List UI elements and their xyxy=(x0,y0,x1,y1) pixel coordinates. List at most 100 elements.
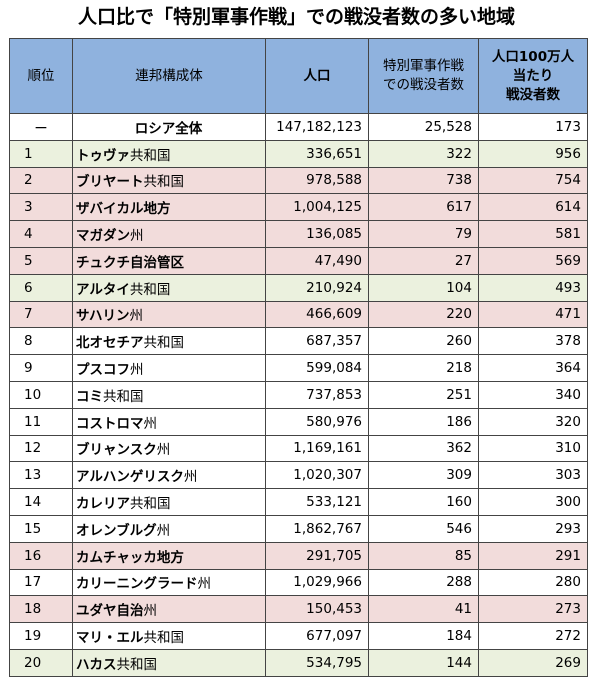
per-million-cell: 754 xyxy=(478,166,588,195)
rank-cell: 14 xyxy=(9,488,73,516)
population-cell: 978,588 xyxy=(265,166,369,195)
subject-name-cell: マリ・エル共和国 xyxy=(72,622,266,650)
table-row: 7 サハリン州 466,609 220 471 xyxy=(9,300,588,329)
per-million-cell: 614 xyxy=(478,193,588,222)
subject-type-suffix: 州 xyxy=(156,442,171,459)
rank-cell: 12 xyxy=(9,434,73,463)
subject-name-cell: ロシア全体 xyxy=(72,113,266,141)
rank-cell: 6 xyxy=(9,273,73,302)
subject-type-suffix: 州 xyxy=(129,308,143,325)
table-row: 18 ユダヤ自治州 150,453 41 273 xyxy=(9,595,588,624)
table-row: 5 チュクチ自治管区 47,490 27 569 xyxy=(9,246,588,275)
population-cell: 1,169,161 xyxy=(265,434,369,463)
subject-name: サハリン xyxy=(76,308,130,325)
deaths-cell: 738 xyxy=(368,166,479,195)
subject-name: ブリヤート xyxy=(76,174,144,191)
subject-name: アルタイ xyxy=(76,281,130,298)
population-cell: 147,182,123 xyxy=(265,113,369,141)
header-rank: 順位 xyxy=(9,38,73,114)
subject-name: 北オセチア xyxy=(76,335,144,352)
deaths-cell: 251 xyxy=(368,380,479,409)
table-row: 13 アルハンゲリスク州 1,020,307 309 303 xyxy=(9,461,588,490)
subject-name: オレンブルグ xyxy=(76,522,157,539)
population-cell: 1,020,307 xyxy=(265,461,369,490)
deaths-cell: 41 xyxy=(368,595,479,624)
subject-name: マガダン xyxy=(76,228,130,245)
per-million-cell: 291 xyxy=(478,541,588,570)
population-cell: 580,976 xyxy=(265,407,369,436)
table-header-row: 順位 連邦構成体 人口 特別軍事作戦 での戦没者数 人口100万人 当たり 戦没… xyxy=(9,38,588,114)
population-cell: 1,004,125 xyxy=(265,193,369,222)
header-per-million: 人口100万人 当たり 戦没者数 xyxy=(478,38,588,114)
deaths-cell: 322 xyxy=(368,139,479,168)
header-deaths-line-1: 特別軍事作戦 xyxy=(383,58,464,74)
subject-type-suffix: 州 xyxy=(143,415,158,432)
population-cell: 291,705 xyxy=(265,541,369,570)
subject-name-cell: アルハンゲリスク州 xyxy=(72,461,266,490)
population-cell: 687,357 xyxy=(265,327,369,356)
subject-name-cell: ブリヤート共和国 xyxy=(72,166,266,195)
deaths-cell: 104 xyxy=(368,273,479,302)
table-row: 12 ブリャンスク州 1,169,161 362 310 xyxy=(9,434,588,463)
population-cell: 136,085 xyxy=(265,220,369,248)
per-million-cell: 272 xyxy=(478,622,588,650)
rank-cell: 8 xyxy=(9,327,73,356)
subject-name-cell: カレリア共和国 xyxy=(72,488,266,516)
per-million-cell: 364 xyxy=(478,354,588,382)
per-million-cell: 493 xyxy=(478,273,588,302)
per-million-cell: 310 xyxy=(478,434,588,463)
deaths-cell: 27 xyxy=(368,246,479,275)
deaths-cell: 79 xyxy=(368,220,479,248)
subject-name-cell: マガダン州 xyxy=(72,220,266,248)
rank-cell: 18 xyxy=(9,595,73,624)
subject-name: ロシア全体 xyxy=(134,120,203,137)
subject-name-cell: コストロマ州 xyxy=(72,407,266,436)
rank-cell: 5 xyxy=(9,246,73,275)
subject-name-cell: 北オセチア共和国 xyxy=(72,327,266,356)
population-cell: 1,029,966 xyxy=(265,568,369,597)
population-cell: 534,795 xyxy=(265,648,369,677)
subject-name-cell: アルタイ共和国 xyxy=(72,273,266,302)
subject-name-cell: プスコフ州 xyxy=(72,354,266,382)
population-cell: 599,084 xyxy=(265,354,369,382)
table-row: 6 アルタイ共和国 210,924 104 493 xyxy=(9,273,588,302)
subject-name-cell: オレンブルグ州 xyxy=(72,514,266,543)
table-row: 16 カムチャッカ地方 291,705 85 291 xyxy=(9,541,588,570)
subject-type-suffix: 共和国 xyxy=(130,496,171,513)
deaths-cell: 288 xyxy=(368,568,479,597)
subject-name: アルハンゲリスク xyxy=(76,469,184,486)
subject-type-suffix: 共和国 xyxy=(116,656,158,673)
subject-name-cell: ブリャンスク州 xyxy=(72,434,266,463)
header-per-million-line-1: 人口100万人 xyxy=(491,48,575,65)
deaths-cell: 260 xyxy=(368,327,479,356)
rank-cell: ー xyxy=(9,113,73,141)
subject-name: ブリャンスク xyxy=(76,442,157,459)
population-cell: 210,924 xyxy=(265,273,369,302)
subject-name: カリーニングラード xyxy=(76,576,198,593)
subject-type-suffix: 共和国 xyxy=(143,630,185,647)
per-million-cell: 280 xyxy=(478,568,588,597)
table-row: 20 ハカス共和国 534,795 144 269 xyxy=(9,648,588,677)
subject-type-suffix: 州 xyxy=(156,522,171,539)
casualty-table: 順位 連邦構成体 人口 特別軍事作戦 での戦没者数 人口100万人 当たり 戦没… xyxy=(9,38,588,677)
table-row: 11 コストロマ州 580,976 186 320 xyxy=(9,407,588,436)
table-row: 19 マリ・エル共和国 677,097 184 272 xyxy=(9,622,588,650)
deaths-cell: 160 xyxy=(368,488,479,516)
subject-name-cell: ユダヤ自治州 xyxy=(72,595,266,624)
population-cell: 1,862,767 xyxy=(265,514,369,543)
subject-type-suffix: 州 xyxy=(130,362,144,379)
population-cell: 737,853 xyxy=(265,380,369,409)
per-million-cell: 273 xyxy=(478,595,588,624)
table-row: 9 プスコフ州 599,084 218 364 xyxy=(9,354,588,382)
deaths-cell: 85 xyxy=(368,541,479,570)
rank-cell: 15 xyxy=(9,514,73,543)
rank-cell: 10 xyxy=(9,380,73,409)
per-million-cell: 471 xyxy=(478,300,588,329)
subject-name: コストロマ xyxy=(76,415,144,432)
population-cell: 466,609 xyxy=(265,300,369,329)
subject-type-suffix: 共和国 xyxy=(103,388,144,405)
deaths-cell: 220 xyxy=(368,300,479,329)
header-per-million-line-2: 当たり xyxy=(512,67,554,84)
deaths-cell: 144 xyxy=(368,648,479,677)
per-million-cell: 269 xyxy=(478,648,588,677)
